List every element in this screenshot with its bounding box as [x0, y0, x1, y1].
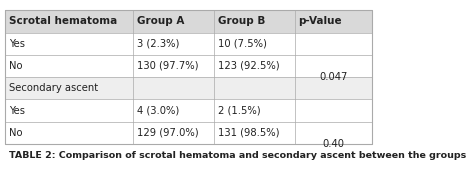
Text: Scrotal hematoma: Scrotal hematoma	[9, 16, 117, 26]
Text: 0.047: 0.047	[319, 72, 347, 82]
Text: 10 (7.5%): 10 (7.5%)	[218, 39, 267, 49]
Text: Group A: Group A	[137, 16, 184, 26]
Text: Yes: Yes	[9, 106, 25, 115]
Bar	[5, 10, 372, 33]
Text: 129 (97.0%): 129 (97.0%)	[137, 128, 199, 138]
Text: Group B: Group B	[218, 16, 265, 26]
Text: 131 (98.5%): 131 (98.5%)	[218, 128, 279, 138]
Text: 130 (97.7%): 130 (97.7%)	[137, 61, 199, 71]
Bar	[5, 33, 372, 55]
Text: p-Value: p-Value	[299, 16, 342, 26]
Text: 123 (92.5%): 123 (92.5%)	[218, 61, 279, 71]
Bar	[5, 122, 372, 144]
Text: 2 (1.5%): 2 (1.5%)	[218, 106, 260, 115]
Text: No: No	[9, 128, 22, 138]
Bar	[5, 55, 372, 77]
Text: Yes: Yes	[9, 39, 25, 49]
Bar	[5, 10, 372, 144]
Bar	[5, 77, 372, 99]
Text: No: No	[9, 61, 22, 71]
Text: TABLE 2: Comparison of scrotal hematoma and secondary ascent between the groups: TABLE 2: Comparison of scrotal hematoma …	[9, 151, 466, 160]
Text: Secondary ascent: Secondary ascent	[9, 83, 98, 93]
Bar	[5, 99, 372, 122]
Text: 0.40: 0.40	[322, 139, 344, 149]
Text: 3 (2.3%): 3 (2.3%)	[137, 39, 180, 49]
Text: 4 (3.0%): 4 (3.0%)	[137, 106, 179, 115]
